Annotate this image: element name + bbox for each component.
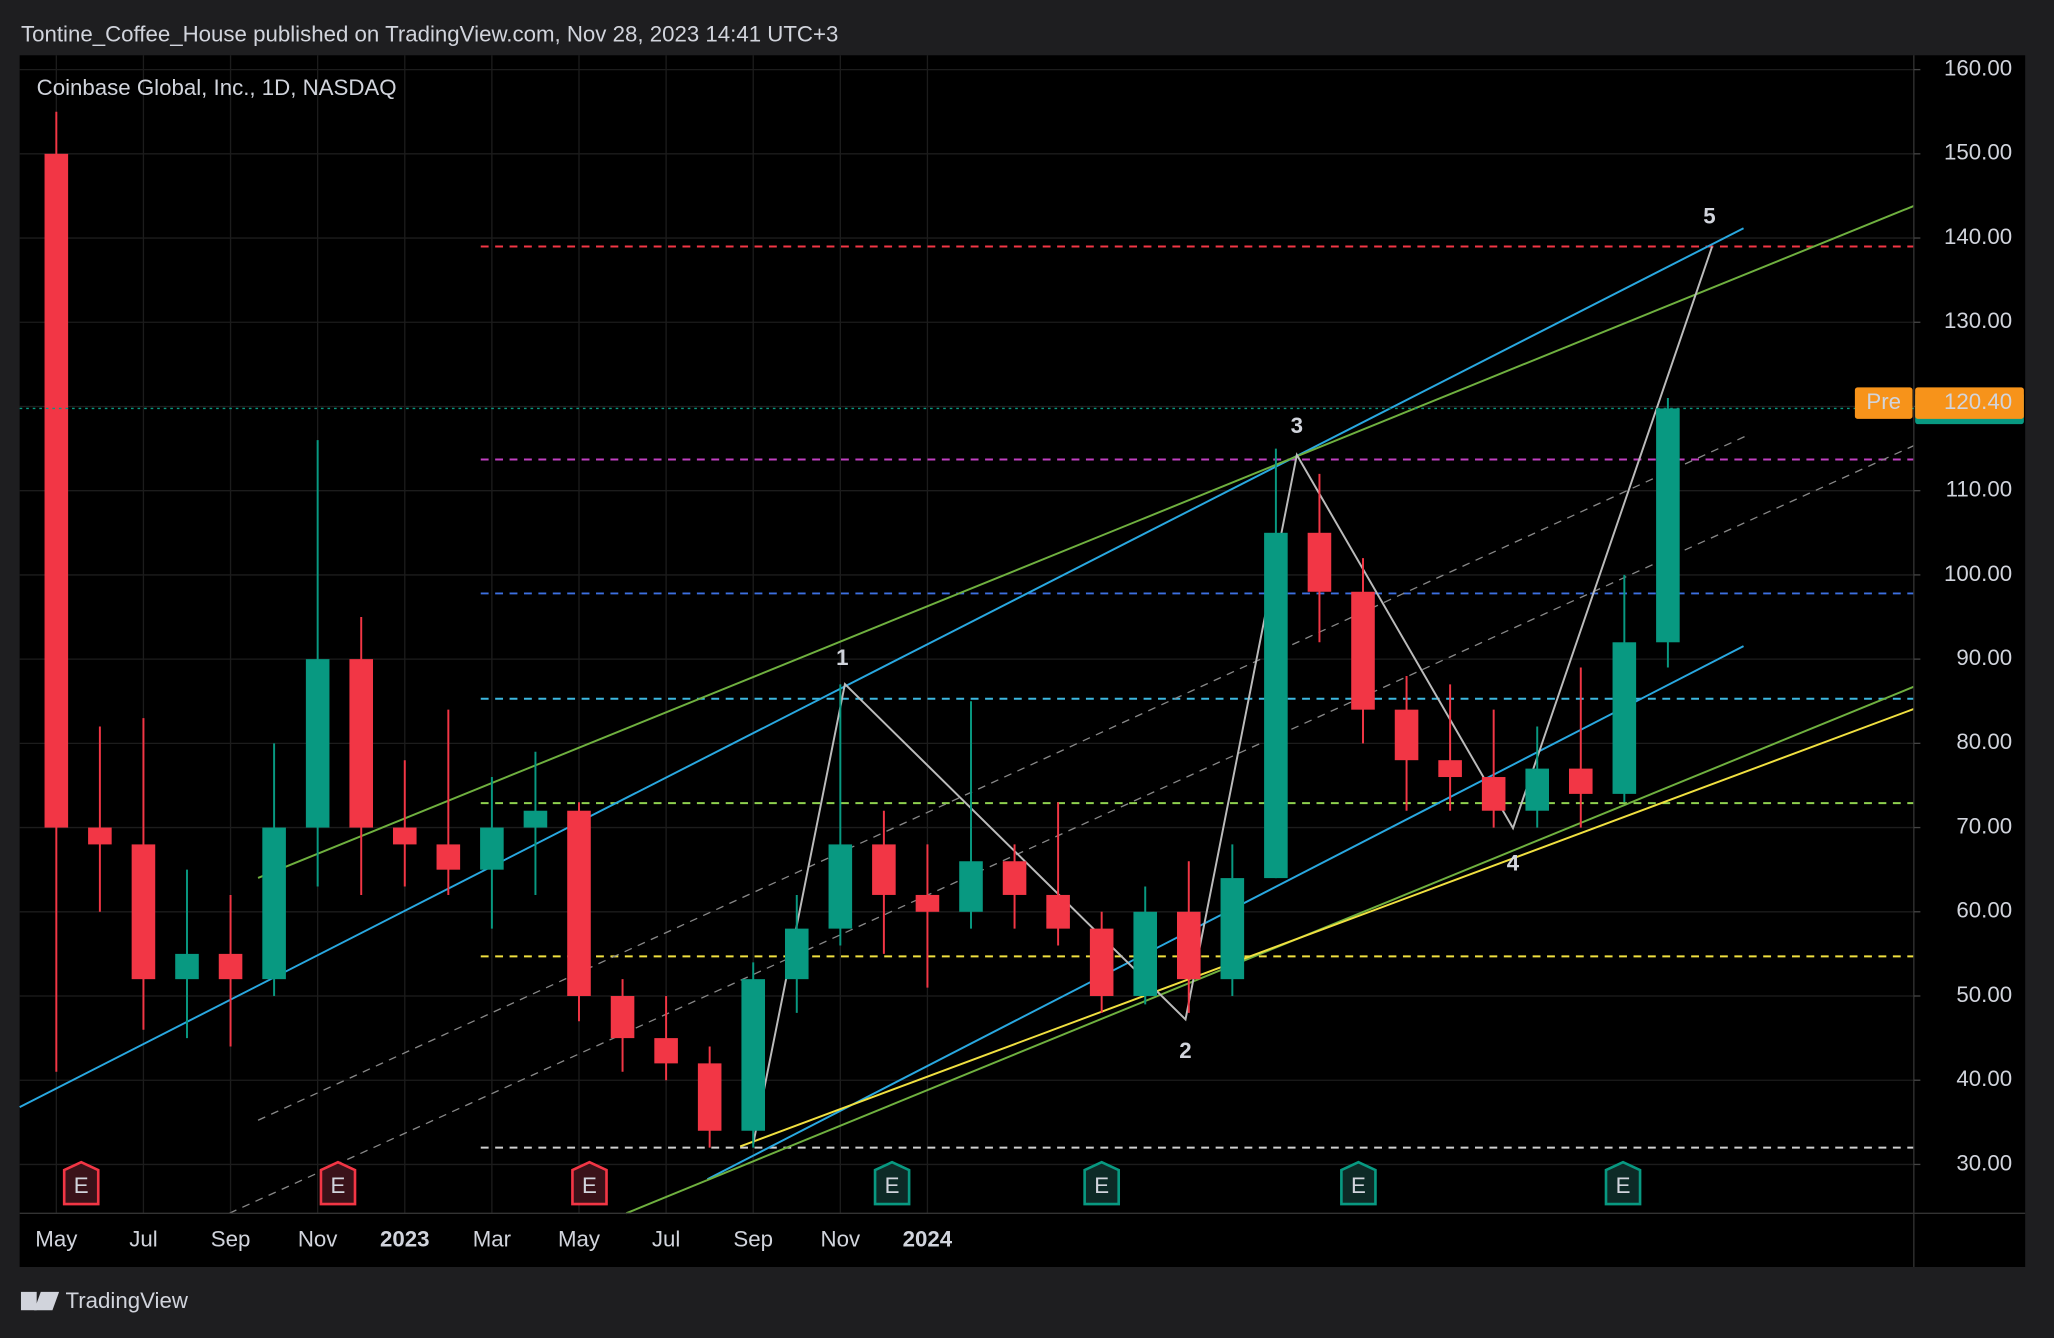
earnings-marker — [319, 1160, 357, 1206]
y-tick-label: 130.00 — [1944, 308, 2012, 333]
y-tick-label: 80.00 — [1956, 729, 2012, 754]
candle-body — [1264, 532, 1288, 879]
candle-body — [1394, 709, 1419, 761]
x-tick-label: 2024 — [903, 1227, 953, 1252]
x-tick-label: Sep — [733, 1227, 773, 1252]
earnings-label: E — [885, 1173, 900, 1198]
candle-body — [1307, 532, 1332, 592]
candle-body — [392, 827, 417, 845]
x-tick-label: Sep — [211, 1227, 251, 1252]
candle-body — [480, 827, 504, 870]
header: Tontine_Coffee_House published on Tradin… — [21, 22, 838, 47]
wave-label: 3 — [1291, 413, 1303, 438]
candle-body — [1481, 777, 1506, 811]
candle-body — [567, 810, 591, 997]
candle-body — [131, 844, 156, 980]
candle-body — [88, 827, 112, 845]
candle-body — [175, 953, 199, 980]
x-tick-label: Jul — [652, 1227, 680, 1252]
drawings — [19, 205, 1915, 1215]
candle-body — [741, 979, 766, 1131]
y-tick-label: 30.00 — [1956, 1150, 2012, 1175]
candle-body — [1568, 768, 1593, 794]
earnings-label: E — [331, 1173, 346, 1198]
candle-body — [1438, 760, 1462, 778]
x-tick-label: May — [35, 1227, 78, 1252]
y-tick-label: 40.00 — [1956, 1066, 2012, 1091]
earnings-marker — [62, 1160, 100, 1206]
candle-body — [1176, 911, 1201, 980]
candle-body — [305, 659, 330, 828]
candle-body — [1351, 591, 1375, 710]
earnings-marker — [873, 1160, 911, 1206]
earnings-label: E — [1616, 1173, 1631, 1198]
candle-body — [436, 844, 461, 870]
candle-body — [654, 1038, 678, 1064]
candle-body — [349, 659, 374, 828]
y-tick-label: 60.00 — [1956, 898, 2012, 923]
earnings-marker — [1083, 1160, 1121, 1206]
earnings-label: E — [1351, 1173, 1366, 1198]
candle-body — [828, 844, 853, 929]
wave-label: 1 — [836, 645, 848, 670]
y-tick-label: 70.00 — [1956, 813, 2012, 838]
wave-label: 5 — [1703, 204, 1715, 229]
y-tick-label: 140.00 — [1944, 224, 2012, 249]
logo — [20, 1291, 60, 1311]
symbol-title: Coinbase Global, Inc., 1D, NASDAQ — [37, 75, 397, 100]
y-tick-label: 90.00 — [1956, 645, 2012, 670]
candle-body — [1525, 768, 1550, 811]
y-tick-label: 50.00 — [1956, 982, 2012, 1007]
earnings-label: E — [1094, 1173, 1109, 1198]
candle-body — [1046, 894, 1070, 929]
x-tick-label: 2023 — [380, 1227, 430, 1252]
x-tick-label: May — [558, 1227, 601, 1252]
candle-body — [1089, 928, 1114, 997]
candle-body — [1656, 408, 1680, 643]
pre-label: Pre — [1866, 389, 1901, 414]
candle-body — [44, 153, 69, 828]
candle-body — [959, 861, 983, 912]
earnings-label: E — [74, 1173, 89, 1198]
y-tick-label: 100.00 — [1944, 561, 2012, 586]
x-tick-label: Nov — [821, 1227, 861, 1252]
y-tick-label: 110.00 — [1946, 477, 2012, 502]
earnings-marker — [571, 1160, 608, 1206]
candle-body — [784, 928, 809, 980]
candle-body — [218, 953, 243, 980]
candle-body — [1133, 911, 1158, 997]
candle-body — [1612, 642, 1637, 794]
pre-price-badge — [1915, 387, 2024, 419]
earnings-marker — [1340, 1160, 1377, 1206]
y-tick-label: 160.00 — [1944, 55, 2012, 80]
earnings-marker — [1604, 1160, 1642, 1206]
footer: TradingView — [65, 1288, 188, 1313]
pre-price-label: 120.40 — [1944, 389, 2012, 414]
candle-body — [523, 810, 548, 828]
candle-body — [1220, 878, 1245, 980]
candle-body — [872, 844, 896, 895]
pre-badge — [1854, 387, 1913, 419]
wave-label: 2 — [1179, 1038, 1191, 1063]
candle-body — [915, 894, 940, 912]
wave-label: 4 — [1507, 851, 1520, 876]
candle-body — [610, 996, 635, 1039]
x-tick-label: Nov — [298, 1227, 338, 1252]
earnings-label: E — [582, 1173, 597, 1198]
candle-body — [697, 1063, 722, 1131]
y-tick-label: 150.00 — [1944, 140, 2012, 165]
candle-body — [1002, 861, 1027, 895]
x-tick-label: Mar — [473, 1227, 512, 1252]
x-tick-label: Jul — [129, 1227, 157, 1252]
candle-body — [262, 827, 286, 980]
